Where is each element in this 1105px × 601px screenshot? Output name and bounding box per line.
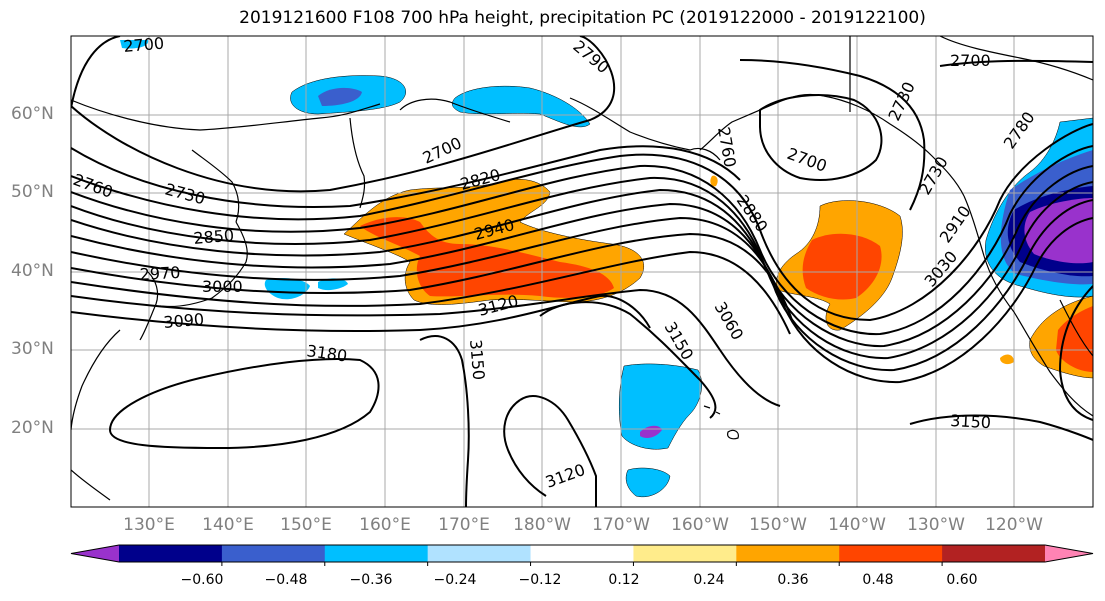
- lat-label: 30°N: [11, 339, 54, 359]
- lon-label: 170°E: [438, 515, 490, 535]
- lon-label: 120°W: [985, 515, 1043, 535]
- colorbar-extend-high: [1045, 545, 1093, 562]
- colorbar-tick-label: −0.12: [518, 572, 562, 588]
- colorbar-segment: [427, 545, 532, 562]
- lon-label: 180°W: [513, 515, 571, 535]
- lon-label: 170°W: [592, 515, 650, 535]
- precip-positive-region: [1000, 354, 1014, 365]
- lat-label: 50°N: [11, 182, 54, 202]
- precip-positive-region: [802, 233, 882, 300]
- colorbar: [70, 544, 1094, 566]
- lon-label: 130°E: [123, 515, 175, 535]
- contour-label: 3150: [466, 339, 488, 381]
- colorbar-tick-label: 0.36: [777, 572, 809, 588]
- graticule: [71, 36, 1093, 507]
- precip-negative-region: [318, 87, 362, 106]
- precip-negative-region: [625, 467, 671, 498]
- precip-negative-region: [264, 278, 310, 300]
- lon-label: 140°E: [202, 515, 254, 535]
- lon-label: 160°E: [359, 515, 411, 535]
- contour-label: 2850: [193, 226, 235, 248]
- contour-label: 2700: [950, 51, 991, 70]
- height-contours: [71, 36, 1093, 507]
- colorbar-outline: [70, 544, 1094, 563]
- colorbar-tick-label: 0.48: [862, 572, 894, 588]
- colorbar-segment: [839, 545, 943, 562]
- lat-label: 40°N: [11, 261, 54, 281]
- colorbar-tick-label: −0.24: [433, 572, 477, 588]
- colorbar-tick-label: 0.12: [608, 572, 640, 588]
- lon-label: 130°W: [907, 515, 965, 535]
- colorbar-tick-label: 0.24: [693, 572, 725, 588]
- colorbar-segment: [119, 545, 223, 562]
- contour-label: 2970: [139, 263, 181, 284]
- plot-area: 2700 2790 2700 2730 2760 2730 2700 2820 …: [71, 34, 1093, 507]
- contour-label: 3150: [950, 411, 992, 432]
- map-title: 2019121600 F108 700 hPa height, precipit…: [239, 8, 926, 28]
- colorbar-tick-label: −0.60: [180, 572, 224, 588]
- contour-label: 3090: [163, 310, 205, 332]
- colorbar-extend-low: [71, 545, 119, 562]
- lat-label: 20°N: [11, 418, 54, 438]
- colorbar-segment: [942, 545, 1046, 562]
- contour-label: 2700: [123, 34, 165, 56]
- lon-label: 140°W: [828, 515, 886, 535]
- precip-negative-region: [318, 278, 348, 291]
- colorbar-segment: [530, 545, 634, 562]
- colorbar-tick-label: 0.60: [946, 572, 978, 588]
- precip-negative-region: [120, 40, 149, 49]
- precip-positive-region: [710, 175, 718, 187]
- lat-label: 60°N: [11, 104, 54, 124]
- lon-label: 160°W: [671, 515, 729, 535]
- map-frame: [70, 35, 1094, 508]
- colorbar-segment: [736, 545, 840, 562]
- colorbar-tick-label: −0.48: [264, 572, 308, 588]
- precip-positive-region: [1056, 306, 1093, 372]
- lon-label: 150°E: [280, 515, 332, 535]
- colorbar-segment: [221, 545, 326, 562]
- lon-label: 150°W: [749, 515, 807, 535]
- contour-label: 3000: [202, 277, 243, 296]
- colorbar-segment: [324, 545, 429, 562]
- colorbar-segment: [633, 545, 737, 562]
- colorbar-tick-label: −0.36: [349, 572, 393, 588]
